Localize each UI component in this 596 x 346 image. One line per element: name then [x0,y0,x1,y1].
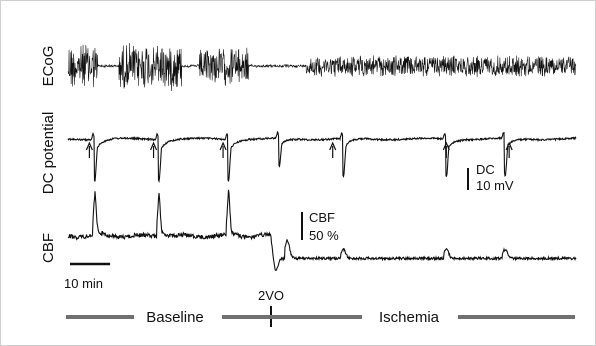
sd-marker-arrow [150,141,158,158]
dc-scale-label-bottom: 10 mV [476,178,514,193]
sd-marker-arrow [505,141,513,158]
sd-marker-arrow [219,141,227,158]
dc-series-label: DC potential [40,112,57,195]
cbf-series-label: CBF [40,233,57,263]
sd-marker-arrow-head [329,141,337,151]
dc-scale-label-top: DC [476,162,495,177]
time-scale-label: 10 min [64,276,103,291]
sd-marker-arrow-head [219,141,227,151]
event-label: 2VO [258,288,284,303]
sd-marker-arrow-head [150,141,158,151]
cbf-scale-label-top: CBF [309,210,335,225]
ecog-series-label: ECoG [40,46,57,87]
phase-label-ischemia: Ischemia [379,309,440,326]
sd-marker-arrow-head [505,141,513,151]
sd-marker-arrow-head [442,141,450,151]
sd-marker-arrow [329,141,337,158]
phase-label-baseline: Baseline [146,309,204,326]
ecog-trace [67,43,577,92]
cbf-trace [67,189,577,272]
sd-marker-group [85,141,513,158]
sd-marker-arrow [442,141,450,158]
sd-marker-arrow [85,141,93,158]
sd-marker-arrow-head [85,141,93,151]
cbf-scale-label-bottom: 50 % [309,228,339,243]
dc-trace [67,130,577,184]
